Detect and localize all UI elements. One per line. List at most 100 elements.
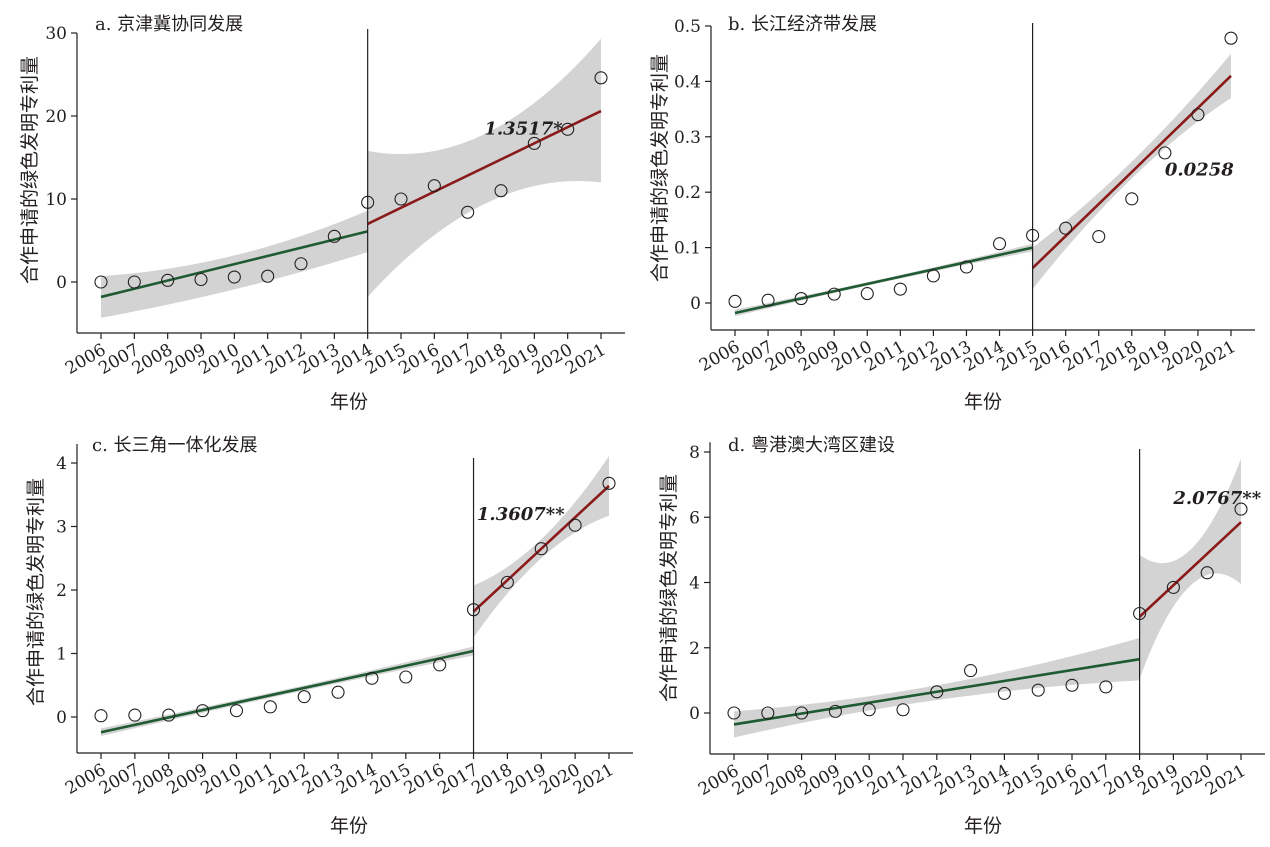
x-axis-title: 年份 [330,815,368,837]
data-point [331,685,345,699]
panel-b-yangtze-economic-belt: b. 长江经济带发展 年份 合作申请的绿色发明专利量 0 0.1 0.2 0.3 0.4… [649,14,1255,413]
data-point [1092,229,1106,244]
post-policy-fit-line [1031,74,1232,270]
y-tick-label: 10 [45,190,67,210]
y-tick-label: 0 [56,273,67,293]
data-point [1166,580,1180,594]
panel-c-yangtze-delta-integration: c. 长三角一体化发展 年份 合作申请的绿色发明专利量 012342006200… [25,435,633,837]
data-point [1200,566,1214,580]
data-point [930,685,944,699]
data-point [227,270,241,284]
pre-policy-fit-line [734,246,1033,315]
panel-title: b. 长江经济带发展 [728,14,877,35]
data-point [761,706,775,720]
data-point [896,703,910,717]
y-tick-label: 4 [689,574,700,594]
y-tick-label: 1 [56,645,67,665]
y-tick-label: 4 [56,454,67,474]
panel-title: a. 京津冀协同发展 [95,14,243,35]
data-point [263,700,277,714]
data-point [394,192,408,206]
data-point [94,709,108,723]
panel-title: d. 粤港澳大湾区建设 [728,435,895,456]
data-point [1099,680,1113,694]
post-policy-fit-line [472,484,610,613]
data-point [1059,221,1073,235]
data-point [127,275,141,289]
effect-size-label: 0.0258 [1165,160,1234,181]
data-point [297,690,311,704]
y-tick-label: 0.2 [674,183,701,203]
data-point [294,257,308,271]
y-axis-title: 合作申请的绿色发明专利量 [25,478,47,706]
y-tick-label: 0.1 [674,239,701,259]
x-tick-label: 2021 [1202,761,1249,800]
data-point [1125,192,1139,206]
data-point [161,273,175,287]
data-point [602,476,616,490]
panel-d-greater-bay-area: d. 粤港澳大湾区建设 年份 合作申请的绿色发明专利量 024682006200… [658,435,1265,837]
data-point [568,518,582,532]
data-point [828,704,842,718]
x-axis-title: 年份 [330,391,368,413]
data-point [860,287,874,301]
data-point [561,122,575,136]
y-tick-label: 6 [689,508,700,528]
pre-policy-fit-line [100,649,474,734]
data-point [1133,606,1147,621]
data-point [1234,502,1248,516]
y-axis-title: 合作申请的绿色发明专利量 [649,54,671,282]
data-point [1158,146,1172,160]
data-point [327,229,341,243]
y-tick-label: 2 [56,581,67,601]
data-point [427,179,441,193]
y-tick-label: 3 [56,518,67,538]
data-point [992,237,1007,251]
data-point [1031,683,1045,697]
data-point [959,260,974,274]
y-tick-label: 0 [689,704,700,724]
y-tick-label: 0 [690,294,701,314]
data-point [527,136,541,150]
pre-policy-confidence-band [734,637,1140,738]
data-point [461,205,475,219]
data-point [433,658,447,672]
effect-size-label: 1.3517* [484,118,563,139]
data-point [500,575,514,589]
data-point [727,706,741,720]
post-policy-confidence-band [473,456,609,638]
x-axis-title: 年份 [964,391,1002,413]
x-tick-label: 2021 [570,760,617,799]
effect-size-label: 1.3607** [477,504,565,525]
post-policy-fit-line [1138,521,1242,618]
data-point [128,708,142,722]
data-point [997,686,1011,700]
data-point [399,670,413,684]
data-point [94,275,108,289]
data-point [466,603,481,617]
pre-policy-fit-line [733,657,1140,726]
y-tick-label: 0 [56,708,67,728]
pre-policy-fit-line [100,230,368,299]
panel-a-beijing-tianjin-hebei: a. 京津冀协同发展 年份 合作申请的绿色发明专利量 0102030200620… [19,14,625,413]
data-point [795,706,809,720]
data-point [594,71,608,85]
data-point [162,708,176,722]
data-point [196,704,210,718]
data-point [964,664,978,678]
data-point [1191,108,1205,122]
y-tick-label: 20 [45,107,67,127]
data-point [893,282,907,296]
data-point [862,703,876,717]
data-point [794,292,808,306]
data-point [494,184,508,198]
effect-size-label: 2.0767** [1172,488,1261,509]
data-point [365,671,379,685]
data-point [1026,228,1040,242]
y-axis-title: 合作申请的绿色发明专利量 [19,56,41,284]
y-tick-label: 30 [45,24,67,44]
data-point [761,293,775,307]
y-tick-label: 0.5 [674,17,701,37]
y-axis-title: 合作申请的绿色发明专利量 [658,474,680,702]
